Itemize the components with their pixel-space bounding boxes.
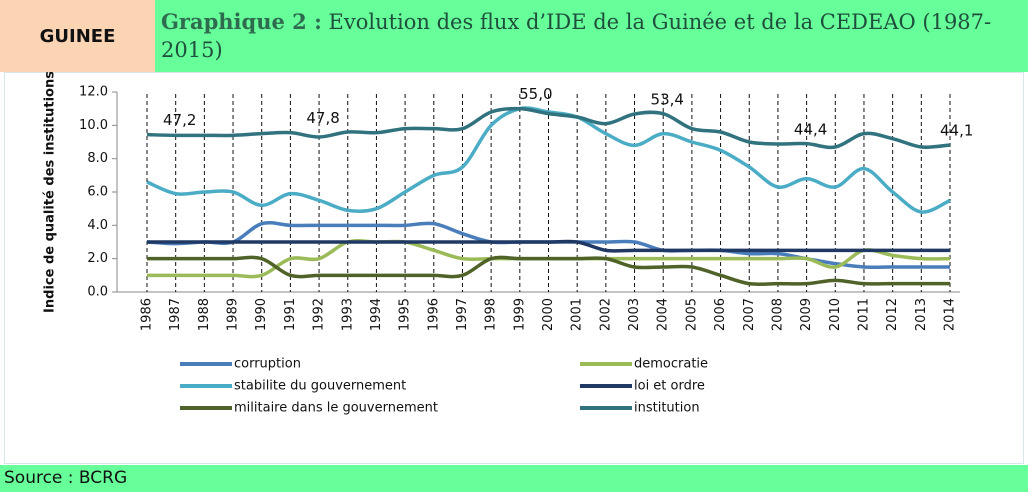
- x-tick-label: 1990: [254, 298, 269, 331]
- annotation: 47,2: [163, 111, 196, 129]
- x-tick-label: 1996: [426, 298, 441, 331]
- x-tick-label: 1993: [340, 298, 355, 331]
- title-label: Graphique 2 :: [161, 9, 322, 34]
- y-axis-label: Indice de qualité des institutions: [43, 72, 58, 313]
- x-tick-label: 2013: [914, 298, 929, 331]
- x-tick-label: 2005: [684, 298, 699, 331]
- series-line: [147, 239, 950, 253]
- y-tick-label: 10.0: [79, 118, 108, 133]
- annotation: 55,0: [519, 85, 552, 103]
- x-tick-label: 1998: [484, 298, 499, 331]
- x-tick-label: 2006: [713, 298, 728, 331]
- x-tick-label: 2002: [598, 298, 613, 331]
- x-tick-label: 2010: [828, 298, 843, 331]
- legend-label: democratie: [634, 357, 708, 372]
- x-tick-label: 1986: [140, 298, 155, 331]
- legend-label: loi et ordre: [634, 379, 705, 394]
- x-tick-label: 2007: [742, 298, 757, 331]
- x-tick-label: 1999: [512, 298, 527, 331]
- y-tick-label: 12.0: [79, 85, 108, 100]
- x-tick-label: 2001: [570, 298, 585, 331]
- country-label: GUINEE: [0, 0, 155, 72]
- y-tick-label: 2.0: [87, 251, 108, 266]
- x-tick-label: 2003: [627, 298, 642, 331]
- annotation: 44,1: [940, 122, 973, 140]
- x-tick-label: 1991: [283, 298, 298, 331]
- y-tick-label: 6.0: [87, 185, 108, 200]
- series-line: [147, 255, 950, 287]
- x-tick-label: 2000: [541, 298, 556, 331]
- legend-label: institution: [634, 401, 700, 416]
- series-line: [146, 106, 951, 150]
- y-tick-label: 0.0: [87, 285, 108, 300]
- x-tick-label: 1997: [455, 298, 470, 331]
- x-tick-label: 2009: [799, 298, 814, 331]
- annotation: 44,4: [794, 121, 827, 139]
- legend-label: militaire dans le gouvernement: [234, 401, 438, 416]
- annotation: 53,4: [651, 91, 684, 109]
- x-tick-label: 2012: [885, 298, 900, 331]
- source: Source : BCRG: [0, 465, 1028, 492]
- x-tick-label: 1995: [398, 298, 413, 331]
- annotation: 47,8: [306, 109, 339, 127]
- x-tick-label: 2011: [856, 298, 871, 331]
- title: Evolution des flux d’IDE de la Guinée et…: [161, 10, 992, 62]
- y-tick-label: 8.0: [87, 151, 108, 166]
- legend-label: stabilite du gouvernement: [234, 379, 406, 394]
- x-tick-label: 2014: [943, 298, 958, 331]
- x-tick-label: 1989: [226, 298, 241, 331]
- x-tick-label: 1992: [312, 298, 327, 331]
- legend-label: corruption: [234, 357, 301, 372]
- x-tick-label: 1987: [168, 298, 183, 331]
- chart: Indice de qualité des institutions 0.0 2.0…: [43, 72, 974, 416]
- x-tick-label: 2004: [656, 298, 671, 331]
- x-tick-label: 2008: [770, 298, 785, 331]
- x-tick-label: 1994: [369, 298, 384, 331]
- x-tick-label: 1988: [197, 298, 212, 331]
- y-tick-label: 4.0: [87, 218, 108, 233]
- title-box: Graphique 2 : Evolution des flux d’IDE d…: [155, 0, 1028, 72]
